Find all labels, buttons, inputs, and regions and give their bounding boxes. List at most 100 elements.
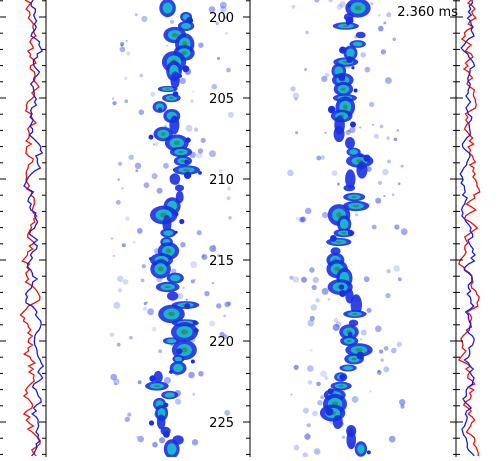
particle-dot <box>185 124 193 132</box>
particle-dot <box>300 216 307 223</box>
particle-dot <box>309 267 315 273</box>
particle-dot <box>227 111 234 118</box>
particle-dot <box>383 195 386 198</box>
particle-dot <box>190 99 194 103</box>
particle-dot <box>380 49 386 55</box>
left-structure <box>169 115 180 135</box>
particle-dot <box>119 46 126 53</box>
particle-dot <box>218 169 223 173</box>
particle-dot <box>292 276 300 283</box>
left-blue-trace <box>23 0 45 457</box>
particle-dot <box>392 193 395 196</box>
particle-dot <box>320 155 325 160</box>
right-structure-core <box>349 149 358 155</box>
left-structure-core <box>174 356 182 362</box>
particle-dot <box>113 378 120 385</box>
particle-dot <box>219 6 227 13</box>
particle-dot <box>219 331 225 338</box>
particle-dot <box>126 51 131 56</box>
axis-tick-label: 225 <box>209 416 234 431</box>
particle-dot <box>149 257 152 261</box>
particle-dot <box>122 279 129 285</box>
particle-dot <box>339 1 346 8</box>
particle-dot <box>391 347 397 354</box>
particle-dot <box>175 398 182 405</box>
particle-dot <box>380 358 384 362</box>
particle-dot <box>142 306 148 311</box>
particle-dot <box>290 86 296 92</box>
particle-dot <box>387 159 391 164</box>
particle-dot <box>124 76 128 80</box>
particle-dot <box>169 369 174 374</box>
particle-dot <box>193 328 199 334</box>
particle-dot <box>198 370 204 377</box>
particle-dot <box>227 301 232 306</box>
right-structure-center <box>336 212 342 218</box>
particle-dot <box>179 218 185 225</box>
particle-dot <box>188 371 195 379</box>
right-structure-core <box>339 218 349 230</box>
particle-dot <box>121 187 124 190</box>
particle-dot <box>178 74 182 78</box>
particle-dot <box>360 338 363 341</box>
particle-dot <box>132 240 136 244</box>
particle-dot <box>198 42 204 48</box>
particle-dot <box>347 332 353 337</box>
particle-dot <box>134 13 138 17</box>
particle-dot <box>301 276 307 283</box>
right-structure-center <box>334 266 340 272</box>
particle-dot <box>145 301 149 304</box>
particle-dot <box>201 254 208 260</box>
right-structure-center <box>346 339 352 343</box>
right-structure-center <box>352 204 360 208</box>
particle-dot <box>176 348 183 355</box>
particle-dot <box>358 163 365 170</box>
particle-dot <box>307 365 314 372</box>
particle-dot <box>306 423 311 428</box>
particle-dot <box>379 124 384 129</box>
particle-dot <box>321 75 328 82</box>
particle-dot <box>305 30 309 35</box>
particle-dot <box>184 303 191 310</box>
particle-dot <box>216 254 220 257</box>
particle-dot <box>392 37 397 42</box>
particle-dot <box>211 83 218 90</box>
particle-dot <box>363 276 370 283</box>
left-structure-center <box>165 248 172 254</box>
particle-dot <box>209 245 217 253</box>
particle-dot <box>364 66 371 73</box>
particle-dot <box>300 216 306 222</box>
particle-dot <box>184 159 189 164</box>
particle-dot <box>152 143 155 146</box>
particle-dot <box>369 390 372 393</box>
particle-dot <box>110 332 114 337</box>
left-structure <box>170 71 180 89</box>
particle-dot <box>219 1 227 9</box>
particle-dot <box>136 435 139 439</box>
particle-dot <box>385 293 391 299</box>
particle-dot <box>302 452 309 458</box>
particle-dot <box>115 200 121 205</box>
left-structure <box>156 414 166 430</box>
particle-dot <box>224 409 231 416</box>
particle-dot <box>373 133 379 139</box>
particle-dot <box>169 19 175 24</box>
particle-dot <box>359 126 362 129</box>
particle-dot <box>124 99 129 104</box>
particle-dot <box>346 56 354 63</box>
particle-dot <box>228 216 232 220</box>
particle-dot <box>316 155 322 161</box>
particle-dot <box>137 435 144 443</box>
left-structure <box>153 370 163 384</box>
particle-dot <box>136 228 143 234</box>
particle-dot <box>180 242 186 248</box>
particle-dot <box>314 0 320 3</box>
particle-dot <box>293 444 300 451</box>
right-structure <box>345 169 356 189</box>
particle-dot <box>349 126 356 134</box>
particle-dot <box>185 298 188 301</box>
particle-dot <box>324 131 327 134</box>
particle-dot <box>312 276 319 283</box>
particle-dot <box>378 25 384 32</box>
axis-tick-label: 205 <box>209 92 234 107</box>
